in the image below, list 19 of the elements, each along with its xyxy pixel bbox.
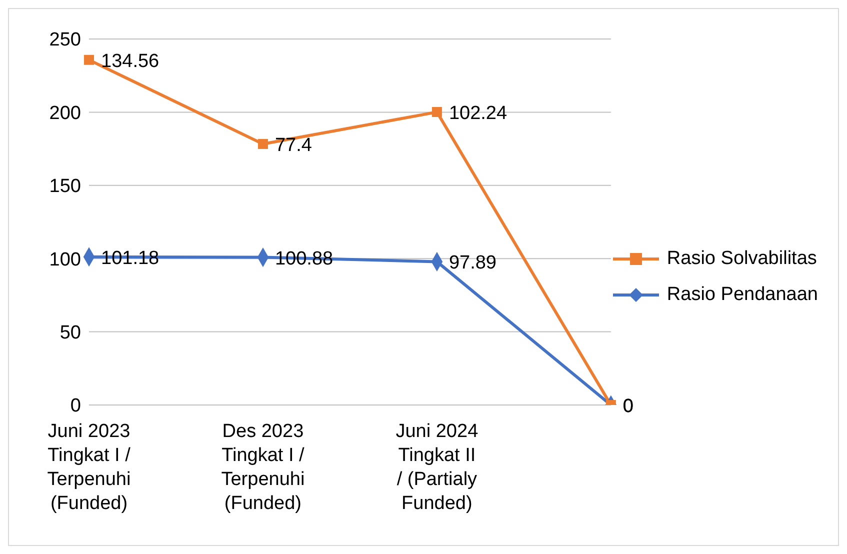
y-tick-label: 250 xyxy=(49,30,81,51)
y-tick-label: 0 xyxy=(70,396,81,417)
y-tick-label: 200 xyxy=(49,102,81,124)
legend-label: Rasio Pendanaan xyxy=(666,284,818,306)
y-tick-label: 150 xyxy=(49,176,81,198)
y-tick-label: 50 xyxy=(60,322,81,344)
point xyxy=(258,138,268,149)
x-tick-label: Des 2023 Tingkat I / Terpenuhi (Funded) xyxy=(221,421,306,514)
annotation: 102.24 xyxy=(448,103,508,124)
x-tick-label: Juni 2023 Tingkat I / Terpenuhi (Funded) xyxy=(47,421,132,514)
data-label: 0 xyxy=(622,396,634,417)
data-label: 97.89 xyxy=(448,252,496,274)
point xyxy=(432,107,442,118)
annotation: 134.56 xyxy=(101,50,160,72)
point xyxy=(84,54,94,65)
x-tick-label: Juni 2024 Tingkat II / (Partialy Funded) xyxy=(396,421,479,514)
legend-label: Rasio Solvabilitas xyxy=(666,248,817,270)
y-tick-label: 100 xyxy=(49,249,81,270)
annotation: 77.4 xyxy=(274,134,312,156)
